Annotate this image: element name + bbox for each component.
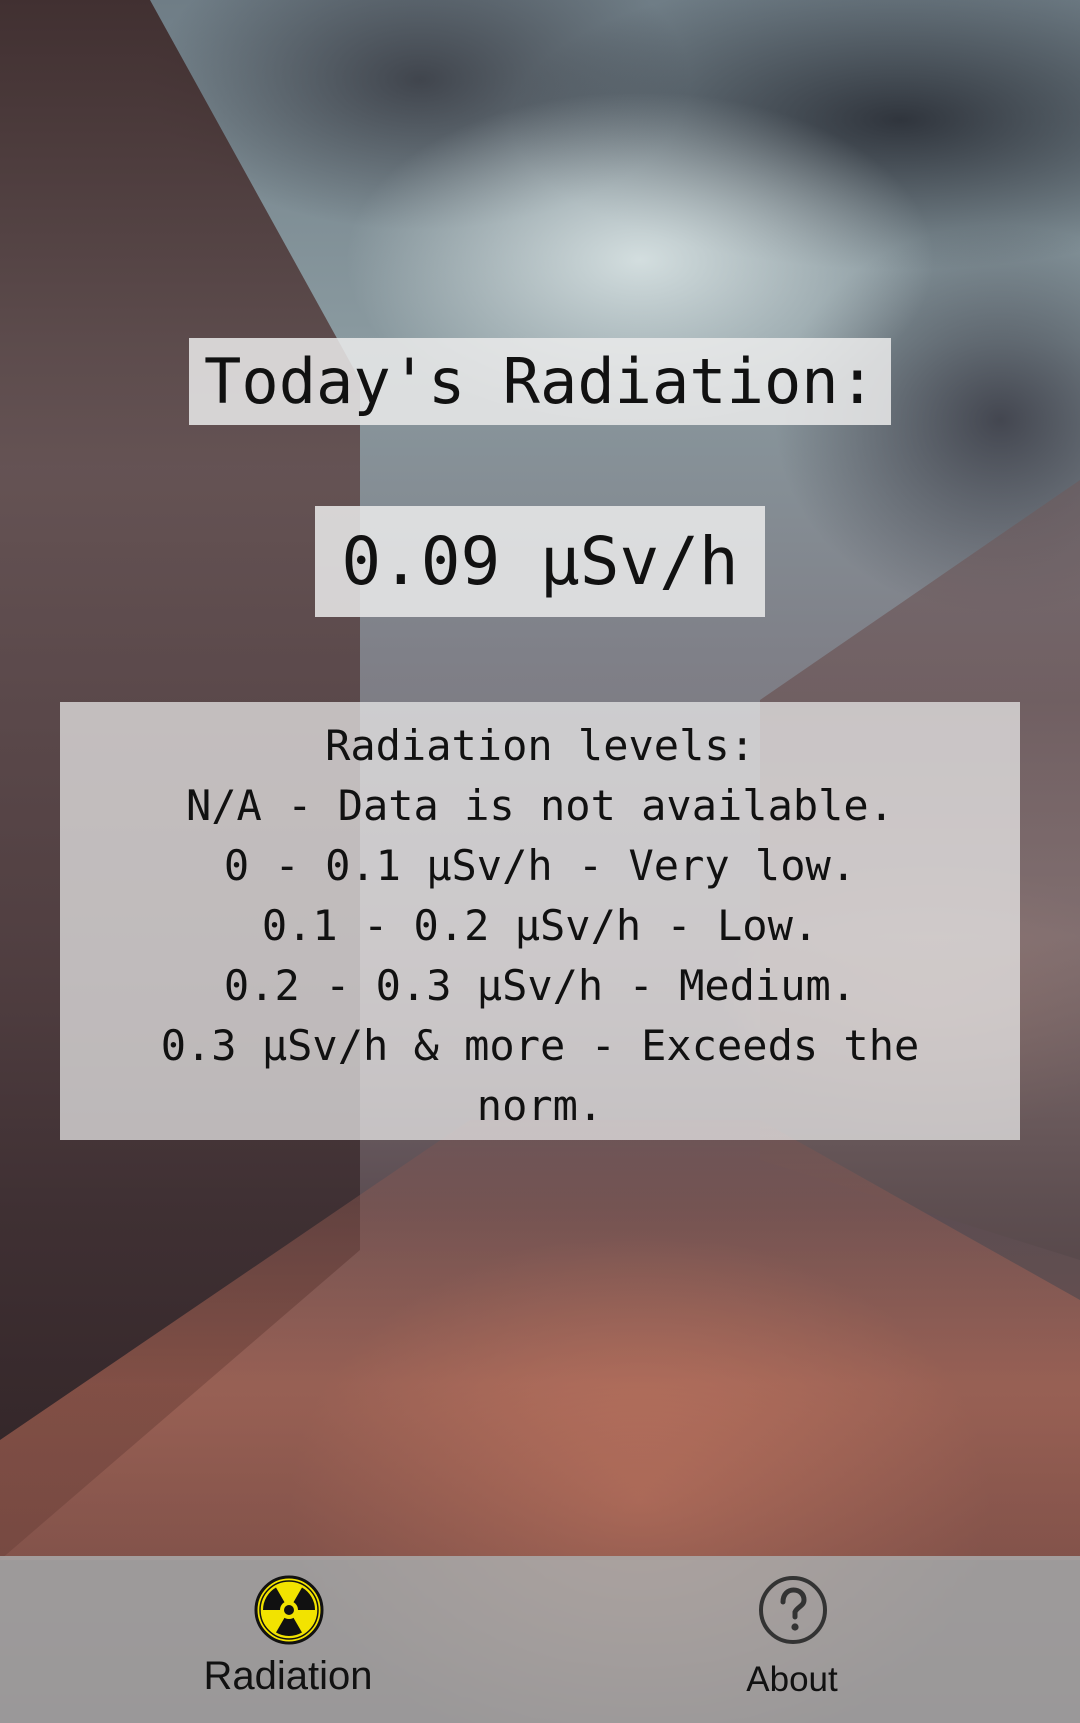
nav-label-about: About bbox=[746, 1660, 838, 1699]
nav-item-about[interactable]: About bbox=[612, 1556, 972, 1723]
level-item-very-low: 0 - 0.1 μSv/h - Very low. bbox=[223, 841, 857, 890]
levels-heading: Radiation levels: bbox=[325, 721, 755, 770]
radiation-value: 0.09 μSv/h bbox=[315, 506, 765, 617]
level-item-na: N/A - Data is not available. bbox=[185, 781, 894, 830]
level-item-medium: 0.2 - 0.3 μSv/h - Medium. bbox=[223, 961, 857, 1010]
radiation-icon bbox=[254, 1575, 324, 1645]
nav-item-radiation[interactable]: Radiation bbox=[108, 1556, 468, 1723]
bottom-navigation: Radiation About bbox=[0, 1556, 1080, 1723]
radiation-levels-panel: Radiation levels: N/A - Data is not avai… bbox=[60, 702, 1020, 1140]
level-item-exceeds: 0.3 μSv/h & more - Exceeds the norm. bbox=[160, 1021, 920, 1130]
nav-label-radiation: Radiation bbox=[203, 1654, 373, 1698]
help-circle-icon bbox=[759, 1576, 827, 1644]
level-item-low: 0.1 - 0.2 μSv/h - Low. bbox=[261, 901, 819, 950]
page-title: Today's Radiation: bbox=[189, 338, 891, 425]
